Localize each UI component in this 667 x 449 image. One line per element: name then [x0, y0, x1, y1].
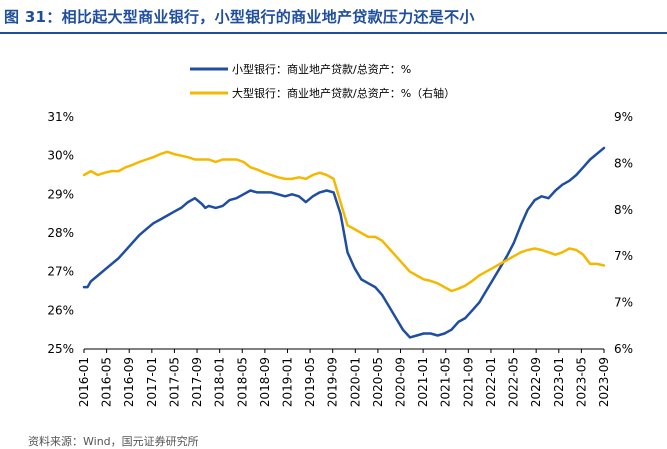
y-right-tick-label: 7%	[614, 296, 633, 310]
y-left-tick-label: 31%	[47, 110, 74, 124]
legend-label-large: 大型银行：商业地产贷款/总资产：%（右轴）	[232, 86, 455, 100]
y-right-tick-label: 9%	[614, 110, 633, 124]
x-tick-label: 2023-09	[597, 357, 611, 407]
x-tick-label: 2017-09	[190, 357, 204, 407]
y-left-tick-label: 25%	[47, 342, 74, 356]
x-tick-label: 2017-01	[145, 357, 159, 407]
y-left-tick-label: 27%	[47, 265, 74, 279]
x-tick-label: 2018-05	[235, 357, 249, 407]
x-tick-label: 2019-01	[280, 357, 294, 407]
x-tick-label: 2016-01	[77, 357, 91, 407]
x-tick-label: 2018-01	[213, 357, 227, 407]
x-tick-label: 2021-09	[461, 357, 475, 407]
x-tick-label: 2021-05	[439, 357, 453, 407]
x-tick-label: 2020-05	[371, 357, 385, 407]
x-tick-label: 2018-09	[258, 357, 272, 407]
x-tick-label: 2019-05	[303, 357, 317, 407]
x-tick-label: 2022-01	[484, 357, 498, 407]
x-tick-label: 2019-09	[326, 357, 340, 407]
source-note: 资料来源：Wind，国元证券研究所	[28, 435, 199, 448]
x-tick-label: 2021-01	[416, 357, 430, 407]
legend: 小型银行：商业地产贷款/总资产：% 大型银行：商业地产贷款/总资产：%（右轴）	[190, 62, 455, 100]
series-line-large-banks	[82, 150, 606, 293]
x-tick-label: 2022-05	[507, 357, 521, 407]
x-tick-label: 2016-09	[122, 357, 136, 407]
y-left-tick-label: 30%	[47, 149, 74, 163]
x-tick-label: 2023-05	[574, 357, 588, 407]
series-line-small-banks	[82, 146, 606, 339]
x-tick-label: 2022-09	[529, 357, 543, 407]
y-left-tick-label: 29%	[47, 187, 74, 201]
y-right-tick-label: 7%	[614, 249, 633, 263]
axes: 25% 26% 27% 28% 29% 30% 31% 6% 7% 7% 8% 8% 9% 2016-01…	[47, 110, 633, 407]
y-left-tick-label: 28%	[47, 226, 74, 240]
x-tick-label: 2017-05	[167, 357, 181, 407]
y-left-tick-label: 26%	[47, 303, 74, 317]
figure-title: 图 31：相比起大型商业银行，小型银行的商业地产贷款压力还是不小	[4, 8, 475, 26]
series-group	[82, 146, 606, 339]
y-right-tick-label: 8%	[614, 156, 633, 170]
x-tick-label: 2016-05	[100, 357, 114, 407]
x-tick-label: 2020-09	[394, 357, 408, 407]
y-right-tick-label: 8%	[614, 203, 633, 217]
x-tick-label: 2023-01	[552, 357, 566, 407]
x-tick-label: 2020-01	[348, 357, 362, 407]
y-right-tick-label: 6%	[614, 342, 633, 356]
legend-label-small: 小型银行：商业地产贷款/总资产：%	[232, 62, 411, 76]
title-rule	[0, 32, 667, 34]
